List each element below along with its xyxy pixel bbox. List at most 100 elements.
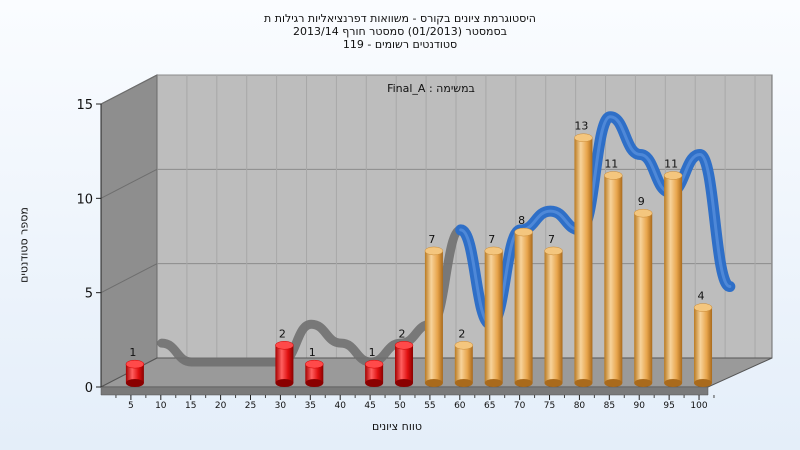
bar-value-label: 1 xyxy=(309,346,316,359)
bar-top xyxy=(305,359,324,369)
x-tick-label: 25 xyxy=(245,401,256,411)
histogram-bar xyxy=(424,246,444,387)
histogram-bar xyxy=(275,341,294,387)
x-tick-label: 55 xyxy=(424,401,435,411)
bar-base xyxy=(574,379,593,387)
bar-value-label: 7 xyxy=(548,233,555,246)
bar-value-label: 13 xyxy=(574,120,588,133)
side-gridline xyxy=(100,168,158,199)
bar-base xyxy=(484,379,503,387)
chart-title-line3: סטודנטים רשומים - 119 xyxy=(342,38,458,51)
bar-top xyxy=(125,359,145,369)
bar-value-label: 4 xyxy=(698,290,705,303)
bar-base xyxy=(365,379,384,387)
bar-body xyxy=(484,250,503,383)
bar-top xyxy=(484,246,503,256)
histogram-bar xyxy=(544,246,563,387)
histogram-bar xyxy=(484,246,503,387)
x-tick-label: 70 xyxy=(514,401,526,411)
x-tick-label: 40 xyxy=(334,401,346,411)
bar-body xyxy=(694,307,713,383)
histogram-bar xyxy=(514,227,533,387)
x-tick-label: 30 xyxy=(275,401,287,411)
bar-top xyxy=(544,246,563,256)
bar-base xyxy=(424,379,443,387)
x-tick-label: 10 xyxy=(155,401,167,411)
x-tick-label: 65 xyxy=(484,401,495,411)
chart-title-line2: בסמסטר (01/2013) סמסטר חורף 2013/14 xyxy=(293,25,507,38)
bar-top xyxy=(394,341,414,350)
x-tick-label: 45 xyxy=(364,401,375,411)
bar-base xyxy=(604,379,623,387)
x-tick-label: 85 xyxy=(604,401,615,411)
histogram-bar xyxy=(454,341,474,387)
y-tick-label: 10 xyxy=(76,192,93,207)
bar-top xyxy=(693,303,713,312)
trend-line-fail xyxy=(157,225,466,367)
bar-body xyxy=(454,345,473,383)
x-tick-label: 95 xyxy=(663,401,674,411)
x-tick-label: 15 xyxy=(185,401,196,411)
x-tick-label: 50 xyxy=(394,401,406,411)
y-axis-label: מספר סטודנטים xyxy=(17,207,31,283)
x-tick-label: 75 xyxy=(544,401,555,411)
side-gridline xyxy=(100,263,158,294)
x-tick-label: 90 xyxy=(634,401,646,411)
histogram-bar xyxy=(364,359,384,387)
bar-body xyxy=(275,345,294,383)
bar-value-label: 2 xyxy=(279,327,286,340)
bar-body xyxy=(305,364,324,383)
bar-top xyxy=(275,341,294,350)
bar-value-label: 1 xyxy=(369,346,376,359)
bar-body xyxy=(125,364,144,383)
histogram-bar xyxy=(604,171,623,387)
histogram-bar xyxy=(305,359,324,387)
x-tick-label: 80 xyxy=(574,401,586,411)
bar-top xyxy=(424,246,444,256)
bar-body xyxy=(424,250,443,383)
bar-value-label: 9 xyxy=(638,195,645,208)
bar-body xyxy=(514,232,533,383)
bar-body xyxy=(604,175,623,383)
bar-top xyxy=(574,133,593,142)
bar-base xyxy=(544,379,563,387)
bar-body xyxy=(544,250,563,383)
histogram-bar xyxy=(574,133,593,387)
x-tick-label: 5 xyxy=(128,401,134,411)
bar-base xyxy=(305,379,324,387)
x-tick-label: 100 xyxy=(690,401,707,411)
bar-value-label: 1 xyxy=(129,346,136,359)
bar-base xyxy=(664,379,683,387)
bar-base xyxy=(514,379,533,387)
bar-value-label: 11 xyxy=(604,157,618,170)
bar-value-label: 7 xyxy=(488,233,495,246)
bar-top xyxy=(364,359,384,369)
histogram-bar xyxy=(663,171,683,387)
side-gridline xyxy=(100,74,158,105)
bar-body xyxy=(664,175,683,383)
x-tick-label: 35 xyxy=(305,401,316,411)
bar-value-label: 2 xyxy=(458,327,465,340)
bar-body xyxy=(574,137,593,383)
histogram-bar xyxy=(693,303,713,387)
side-wall xyxy=(100,74,158,388)
bar-base xyxy=(634,379,653,387)
bar-top xyxy=(663,171,683,180)
bar-top xyxy=(604,171,623,180)
bar-body xyxy=(395,345,414,383)
histogram-bar xyxy=(394,341,414,387)
bar-base xyxy=(395,379,414,387)
chart-title-line1: היסטוגרמת ציונים בקורס - משוואות דפרנציא… xyxy=(264,12,536,25)
bar-top xyxy=(514,227,533,237)
bar-base xyxy=(125,379,144,387)
bar-body xyxy=(365,364,384,383)
bar-base xyxy=(275,379,294,387)
bar-value-label: 2 xyxy=(399,327,406,340)
bar-top xyxy=(454,341,474,350)
x-tick-label: 60 xyxy=(454,401,466,411)
y-tick-label: 15 xyxy=(76,98,93,113)
histogram-bar xyxy=(125,359,145,387)
y-tick-label: 5 xyxy=(85,287,93,302)
